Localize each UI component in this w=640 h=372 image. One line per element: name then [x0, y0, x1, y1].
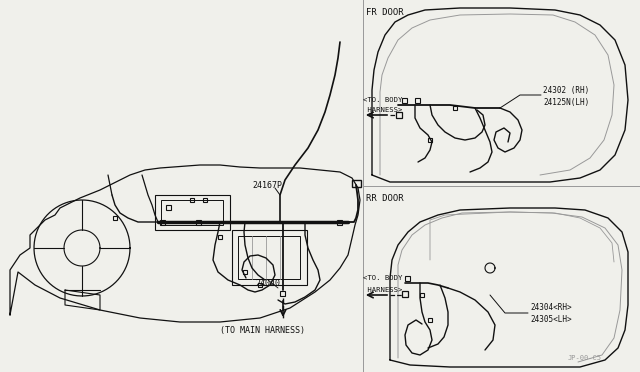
Bar — [406, 276, 410, 280]
Bar — [402, 291, 408, 297]
Text: 24125N(LH): 24125N(LH) — [543, 97, 589, 106]
Text: (TO MAIN HARNESS): (TO MAIN HARNESS) — [220, 326, 305, 334]
Bar — [155, 195, 230, 230]
Text: JP-00-C5: JP-00-C5 — [568, 355, 602, 361]
Text: <TO. BODY: <TO. BODY — [363, 97, 403, 103]
Bar — [396, 112, 402, 118]
Text: 24305<LH>: 24305<LH> — [530, 315, 572, 324]
Bar — [243, 270, 247, 274]
Text: 24040: 24040 — [255, 279, 280, 288]
Text: <TO. BODY: <TO. BODY — [363, 275, 403, 281]
Bar — [232, 230, 307, 285]
Text: HARNESS>: HARNESS> — [363, 287, 403, 293]
Bar — [203, 198, 207, 202]
Text: 24304<RH>: 24304<RH> — [530, 304, 572, 312]
Bar — [428, 138, 432, 142]
Bar — [113, 216, 117, 220]
Bar — [190, 198, 194, 202]
Bar — [352, 180, 361, 187]
Text: FR DOOR: FR DOOR — [366, 7, 404, 16]
Bar — [337, 219, 342, 224]
Bar — [420, 293, 424, 297]
Bar — [403, 97, 408, 103]
Bar — [280, 291, 285, 295]
Text: HARNESS>: HARNESS> — [363, 107, 403, 113]
Bar — [258, 283, 262, 287]
Bar — [166, 205, 170, 209]
Bar — [161, 200, 223, 225]
Text: RR DOOR: RR DOOR — [366, 193, 404, 202]
Bar — [218, 235, 222, 239]
Text: 24302 (RH): 24302 (RH) — [543, 86, 589, 94]
Bar — [195, 219, 200, 224]
Bar — [428, 318, 432, 322]
Bar — [238, 236, 300, 279]
Bar — [415, 97, 420, 103]
Bar — [159, 219, 164, 224]
Text: 24167P: 24167P — [252, 180, 282, 189]
Bar — [453, 106, 457, 110]
